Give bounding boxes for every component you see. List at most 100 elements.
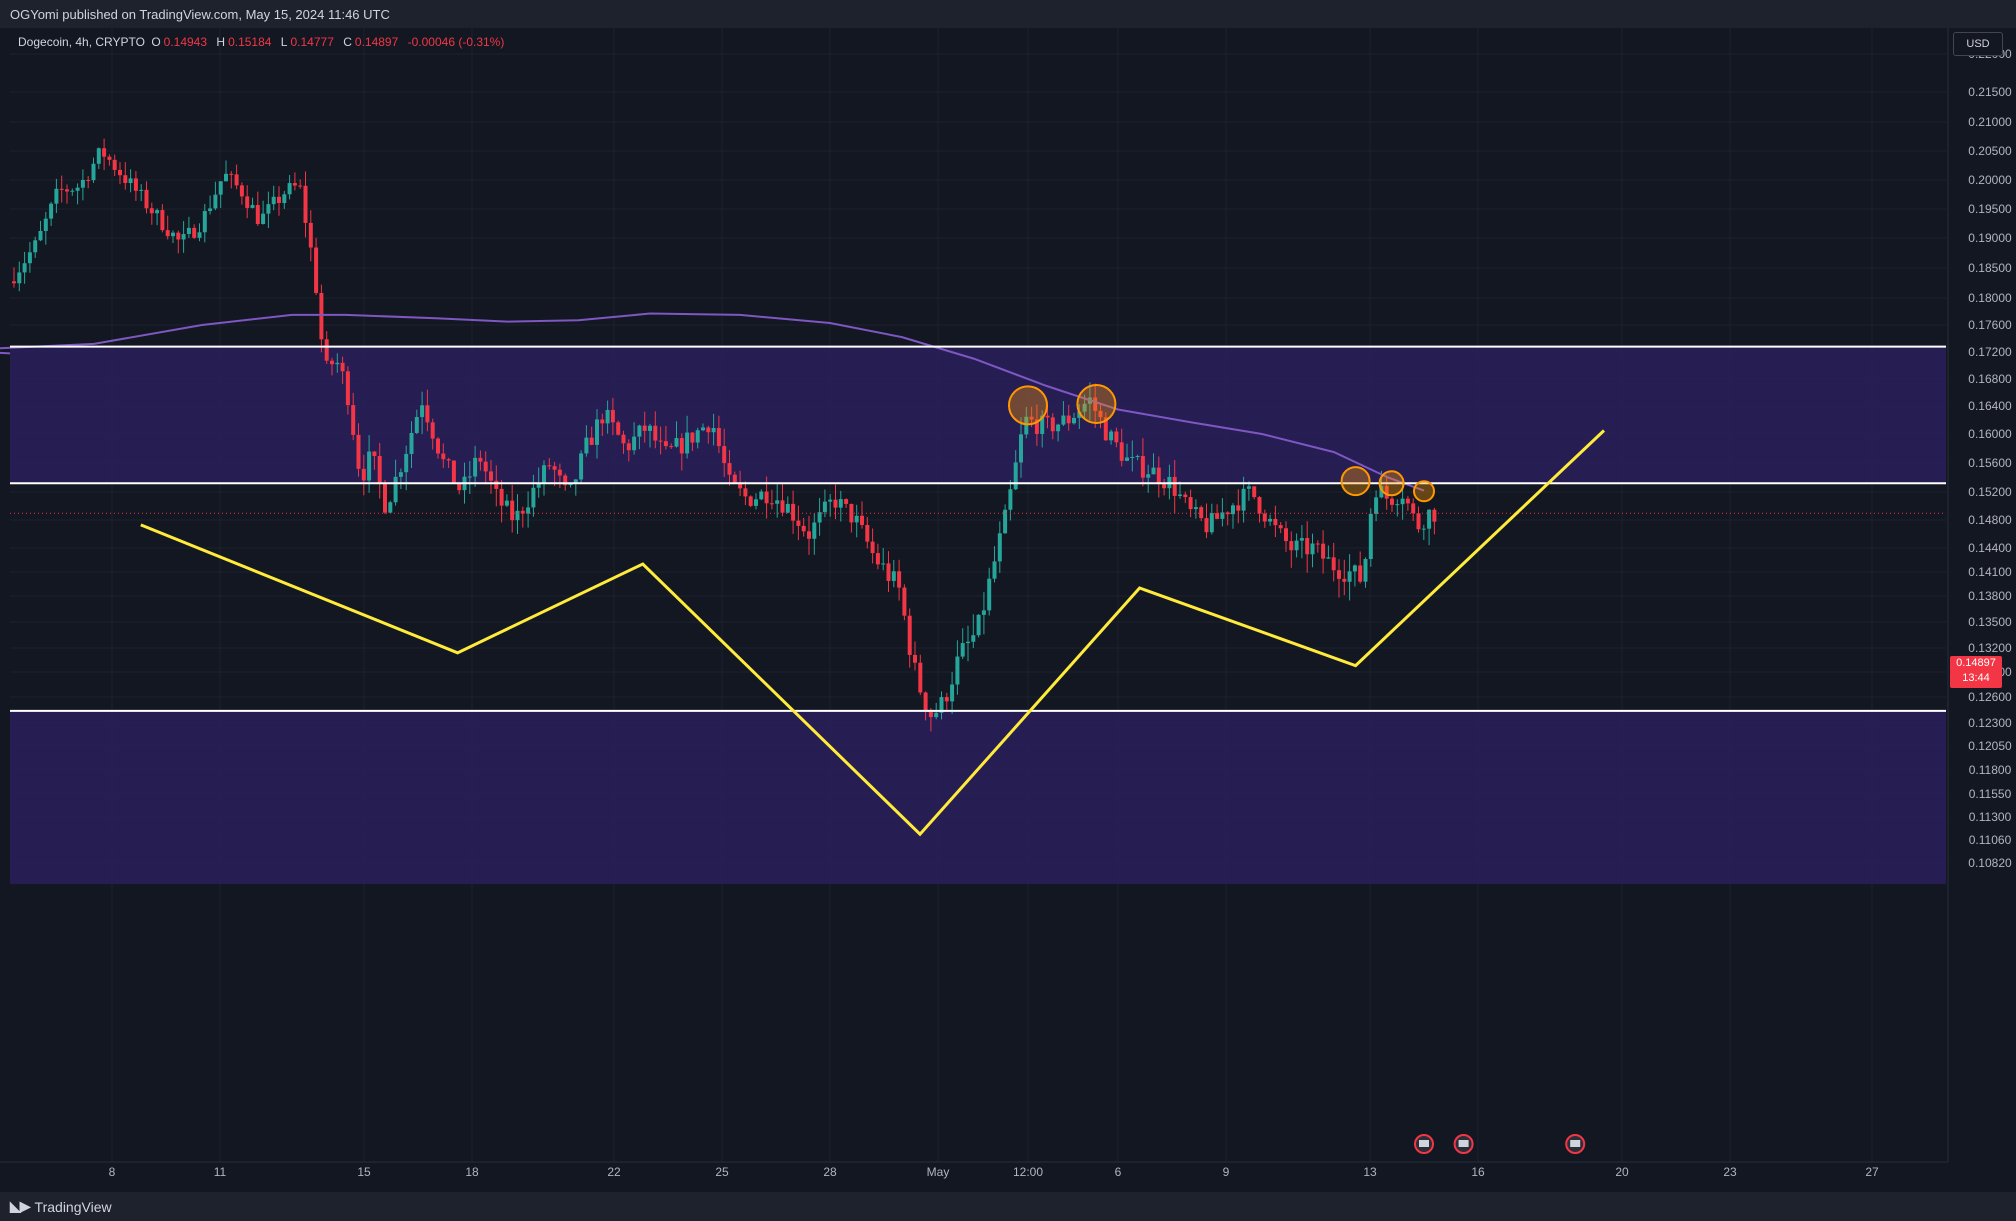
candle-body	[224, 173, 228, 182]
candle-body	[817, 512, 822, 523]
candle-body	[722, 446, 727, 464]
price-tick-label: 0.11060	[1969, 833, 2012, 847]
candle-body	[112, 159, 117, 170]
candle-body	[398, 472, 403, 477]
time-axis[interactable]: 8 11 15 18 22 25 28 May 12:00 6 9 13 16 20 23 27	[0, 1161, 1948, 1192]
candle-body	[1204, 518, 1209, 533]
candles	[10, 138, 1946, 732]
price-tick-label: 0.17600	[1968, 318, 2012, 332]
moving-average-line	[0, 312, 1425, 492]
candle-body	[1114, 431, 1119, 443]
price-tick-label: 0.15200	[1968, 485, 2012, 499]
candle-body	[1374, 497, 1379, 514]
candle-body	[1130, 457, 1135, 459]
candle-body	[934, 712, 939, 718]
price-tick-label: 0.21500	[1968, 85, 2012, 99]
candle-body	[133, 178, 138, 191]
candle-body	[22, 263, 27, 273]
candle-body	[531, 487, 536, 508]
candle-body	[1040, 415, 1045, 434]
candle-body	[557, 469, 562, 476]
candle-body	[621, 434, 626, 444]
price-tick-label: 0.20500	[1968, 144, 2012, 158]
price-tick-label: 0.14100	[1968, 565, 2012, 579]
candle-body	[1358, 565, 1363, 582]
candle-body	[971, 635, 976, 642]
candle-body	[510, 500, 515, 521]
candle-body	[483, 461, 488, 472]
candle-body	[928, 710, 933, 718]
candle-body	[1183, 494, 1188, 498]
price-tick-label: 0.18500	[1968, 261, 2012, 275]
candle-body	[12, 281, 16, 284]
candle-body	[43, 218, 48, 231]
candle-body	[547, 465, 552, 467]
candle-body	[330, 360, 334, 365]
candle-body	[992, 561, 997, 579]
candle-body	[759, 491, 764, 500]
candle-body	[1299, 538, 1304, 541]
price-tick-label: 0.19500	[1968, 202, 2012, 216]
candle-body	[653, 425, 658, 441]
candle-body	[748, 496, 753, 506]
price-axis[interactable]: 0.220000.215000.210000.205000.200000.195…	[1947, 28, 2016, 1162]
candle-body	[303, 185, 308, 223]
candle-body	[966, 641, 970, 644]
symbol-title[interactable]: Dogecoin, 4h, CRYPTO	[18, 35, 145, 49]
candle-body	[1411, 503, 1416, 514]
candle-body	[208, 208, 213, 212]
candle-body	[1241, 488, 1246, 511]
candle-body	[388, 502, 393, 513]
price-chart[interactable]: 0.220000.215000.210000.205000.200000.195…	[0, 0, 2016, 1192]
candle-body	[65, 189, 69, 192]
candle-body	[775, 500, 780, 504]
candle-body	[1315, 543, 1320, 545]
candle-body	[865, 524, 870, 542]
candle-body	[271, 196, 276, 205]
candle-body	[149, 208, 154, 214]
candle-body	[1257, 497, 1262, 514]
candle-body	[1146, 474, 1151, 478]
candle-body	[282, 194, 287, 204]
candle-body	[446, 459, 451, 461]
candle-body	[838, 499, 843, 508]
candle-body	[1050, 417, 1055, 432]
candle-body	[165, 230, 170, 237]
candle-body	[287, 183, 292, 195]
candle-body	[648, 425, 652, 431]
time-tick-label: 16	[1471, 1165, 1485, 1179]
candle-body	[579, 453, 584, 480]
candle-body	[1019, 434, 1023, 463]
published-text: OGYomi published on TradingView.com, May…	[10, 7, 390, 22]
price-tick-label: 0.15600	[1968, 456, 2012, 470]
candle-body	[780, 500, 785, 513]
candle-body	[457, 483, 462, 491]
price-tick-label: 0.11550	[1969, 787, 2012, 801]
candle-body	[239, 185, 244, 197]
last-price-badge: 0.14897 13:44	[1950, 656, 2002, 688]
candle-body	[409, 432, 414, 454]
candle-body	[171, 232, 175, 237]
candle-body	[494, 480, 499, 489]
candle-body	[425, 405, 430, 423]
candle-body	[764, 491, 769, 504]
candle-body	[632, 436, 637, 451]
candle-body	[1331, 557, 1336, 571]
candle-body	[1172, 476, 1177, 496]
price-tick-label: 0.14800	[1968, 513, 2012, 527]
candle-body	[59, 188, 64, 190]
candle-body	[27, 252, 32, 264]
price-tick-label: 0.13500	[1968, 615, 2012, 629]
currency-button[interactable]: USD	[1953, 32, 2003, 56]
candle-body	[1305, 538, 1310, 555]
candle-body	[17, 272, 22, 284]
candle-body	[261, 213, 266, 224]
time-tick-label: 6	[1115, 1165, 1122, 1179]
candle-body	[669, 446, 674, 448]
candle-body	[54, 188, 59, 204]
candle-body	[1310, 543, 1315, 555]
candle-body	[711, 428, 716, 433]
price-tick-label: 0.16400	[1968, 399, 2012, 413]
tradingview-logo[interactable]: ◣▶ TradingView	[10, 1198, 112, 1215]
candle-body	[695, 430, 700, 443]
